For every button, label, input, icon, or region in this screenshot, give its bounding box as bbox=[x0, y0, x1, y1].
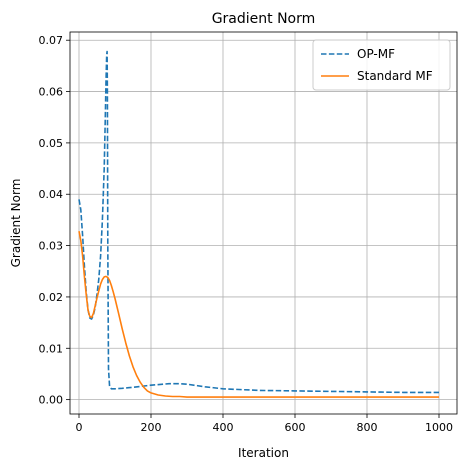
y-tick-label: 0.00 bbox=[39, 394, 64, 407]
x-tick-label: 1000 bbox=[425, 421, 453, 434]
legend: OP-MF Standard MF bbox=[312, 39, 451, 91]
x-tick-label: 600 bbox=[285, 421, 306, 434]
x-tick-label: 800 bbox=[357, 421, 378, 434]
y-tick-label: 0.05 bbox=[39, 137, 64, 150]
series-line-0 bbox=[78, 50, 439, 394]
chart-title: Gradient Norm bbox=[212, 11, 316, 27]
series-line-1 bbox=[78, 231, 439, 398]
legend-label-1: Standard MF bbox=[357, 69, 433, 83]
series-lines bbox=[78, 50, 439, 398]
legend-label-0: OP-MF bbox=[357, 47, 395, 61]
x-tick-label: 400 bbox=[213, 421, 234, 434]
x-tick-label: 0 bbox=[76, 421, 83, 434]
x-tick-label: 200 bbox=[141, 421, 162, 434]
y-tick-label: 0.01 bbox=[39, 342, 64, 355]
y-tick-label: 0.03 bbox=[39, 240, 64, 253]
y-axis-label: Gradient Norm bbox=[9, 179, 23, 268]
y-tick-label: 0.06 bbox=[39, 86, 64, 99]
y-tick-label: 0.02 bbox=[39, 291, 64, 304]
legend-box bbox=[312, 39, 451, 91]
grid-lines bbox=[70, 32, 457, 414]
y-tick-label: 0.07 bbox=[39, 34, 64, 47]
x-axis-label: Iteration bbox=[238, 446, 289, 460]
y-tick-label: 0.04 bbox=[39, 188, 64, 201]
plot-frame bbox=[69, 31, 458, 415]
axis-ticks: 0 200 400 600 800 1000 0.00 0.01 0.02 0.03 0.04 0.0… bbox=[39, 34, 454, 434]
